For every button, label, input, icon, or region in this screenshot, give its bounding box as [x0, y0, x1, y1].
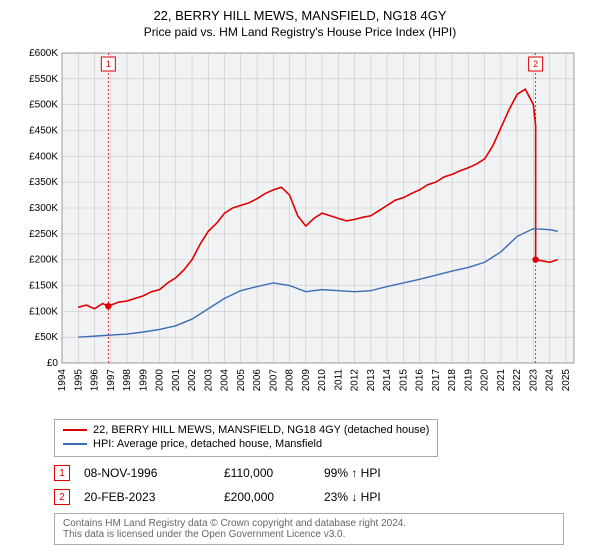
legend-label: HPI: Average price, detached house, Mans…	[93, 438, 322, 450]
svg-text:2015: 2015	[398, 369, 409, 392]
svg-text:2002: 2002	[187, 369, 198, 392]
svg-text:2019: 2019	[463, 369, 474, 392]
sale-diff: 23% ↓ HPI	[324, 490, 424, 504]
svg-text:2004: 2004	[220, 369, 231, 392]
svg-text:2018: 2018	[447, 369, 458, 392]
svg-text:£600K: £600K	[29, 48, 58, 59]
sales-rows: 1 08-NOV-1996£110,00099% ↑ HPI 2 20-FEB-202…	[12, 465, 588, 505]
svg-text:2012: 2012	[350, 369, 361, 392]
svg-text:£350K: £350K	[29, 177, 58, 188]
sale-price: £110,000	[224, 466, 324, 480]
svg-text:£500K: £500K	[29, 100, 58, 111]
svg-text:2005: 2005	[236, 369, 247, 392]
footer-line2: This data is licensed under the Open Gov…	[63, 529, 555, 540]
svg-text:2007: 2007	[268, 369, 279, 392]
svg-text:2021: 2021	[496, 369, 507, 392]
svg-text:2016: 2016	[415, 369, 426, 392]
svg-text:£0: £0	[47, 358, 59, 369]
sale-row: 1 08-NOV-1996£110,00099% ↑ HPI	[54, 465, 588, 481]
svg-text:1995: 1995	[73, 369, 84, 392]
svg-text:2014: 2014	[382, 369, 393, 392]
chart-title: 22, BERRY HILL MEWS, MANSFIELD, NG18 4GY	[12, 8, 588, 23]
footer-line1: Contains HM Land Registry data © Crown c…	[63, 518, 555, 529]
svg-text:2010: 2010	[317, 369, 328, 392]
svg-text:£150K: £150K	[29, 281, 58, 292]
footer-box: Contains HM Land Registry data © Crown c…	[54, 513, 564, 545]
sale-price: £200,000	[224, 490, 324, 504]
svg-text:2009: 2009	[301, 369, 312, 392]
svg-text:£550K: £550K	[29, 74, 58, 85]
legend-box: 22, BERRY HILL MEWS, MANSFIELD, NG18 4GY…	[54, 419, 438, 457]
svg-text:£250K: £250K	[29, 229, 58, 240]
svg-text:£450K: £450K	[29, 126, 58, 137]
svg-text:1997: 1997	[106, 369, 117, 392]
svg-text:2001: 2001	[171, 369, 182, 392]
svg-text:2006: 2006	[252, 369, 263, 392]
svg-text:1998: 1998	[122, 369, 133, 392]
sale-marker-box: 2	[54, 489, 70, 505]
svg-text:2003: 2003	[203, 369, 214, 392]
chart-container: 22, BERRY HILL MEWS, MANSFIELD, NG18 4GY…	[0, 0, 600, 553]
svg-text:1999: 1999	[138, 369, 149, 392]
chart-subtitle: Price paid vs. HM Land Registry's House …	[12, 25, 588, 39]
sale-date: 20-FEB-2023	[84, 490, 224, 504]
sale-row: 2 20-FEB-2023£200,00023% ↓ HPI	[54, 489, 588, 505]
legend-label: 22, BERRY HILL MEWS, MANSFIELD, NG18 4GY…	[93, 424, 429, 436]
svg-text:2023: 2023	[528, 369, 539, 392]
svg-text:1: 1	[106, 59, 111, 69]
svg-text:2022: 2022	[512, 369, 523, 392]
line-chart-svg: £0 £50K £100K £150K £200K £250K £300K £350K £400…	[12, 45, 588, 415]
svg-text:2013: 2013	[366, 369, 377, 392]
svg-text:2008: 2008	[285, 369, 296, 392]
chart-plot-area: £0 £50K £100K £150K £200K £250K £300K £350K £400…	[12, 45, 588, 415]
sale-date: 08-NOV-1996	[84, 466, 224, 480]
svg-text:£200K: £200K	[29, 255, 58, 266]
svg-text:£50K: £50K	[35, 332, 59, 343]
sale-marker-box: 1	[54, 465, 70, 481]
svg-text:2017: 2017	[431, 369, 442, 392]
svg-text:2020: 2020	[480, 369, 491, 392]
legend-row: HPI: Average price, detached house, Mans…	[63, 438, 429, 450]
sale-diff: 99% ↑ HPI	[324, 466, 424, 480]
svg-text:2: 2	[533, 59, 538, 69]
legend-line-swatch	[63, 443, 87, 445]
legend-row: 22, BERRY HILL MEWS, MANSFIELD, NG18 4GY…	[63, 424, 429, 436]
svg-text:1994: 1994	[57, 369, 68, 392]
svg-text:1996: 1996	[90, 369, 101, 392]
svg-text:2000: 2000	[155, 369, 166, 392]
svg-text:2024: 2024	[545, 369, 556, 392]
svg-text:£300K: £300K	[29, 203, 58, 214]
svg-text:£400K: £400K	[29, 151, 58, 162]
svg-text:£100K: £100K	[29, 306, 58, 317]
svg-text:2025: 2025	[561, 369, 572, 392]
legend-line-swatch	[63, 429, 87, 431]
svg-text:2011: 2011	[333, 369, 344, 391]
